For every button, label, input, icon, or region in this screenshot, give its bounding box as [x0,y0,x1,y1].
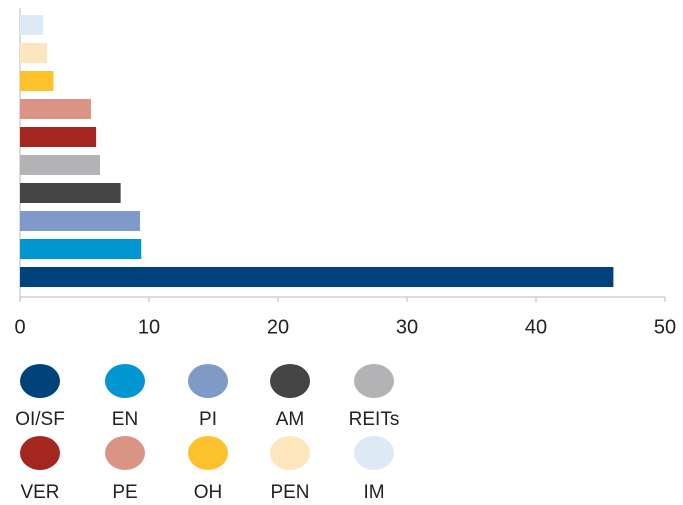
legend-label: PI [199,409,217,430]
bar [20,15,44,35]
legend-label: PEN [270,482,309,503]
legend-swatch [188,364,228,398]
bar [20,43,48,63]
legend-swatch [270,364,310,398]
bar [20,99,91,119]
legend-swatch [105,436,145,470]
bar [20,127,97,147]
legend-swatch [354,364,394,398]
legend-label: AM [276,409,305,430]
legend-swatch [20,364,60,398]
legend-label: IM [363,482,384,503]
x-tick-label: 40 [525,316,547,338]
legend-swatch [270,436,310,470]
legend-label: OI/SF [15,409,65,430]
legend-label: PE [112,482,137,503]
legend-swatch [105,364,145,398]
legend-label: OH [194,482,223,503]
x-tick-label: 20 [267,316,289,338]
legend-label: REITs [349,409,400,430]
x-tick-label: 50 [654,316,676,338]
legend-label: EN [112,409,138,430]
bar [20,239,142,259]
legend-label: VER [20,482,59,503]
bar [20,155,100,175]
x-tick-label: 30 [396,316,418,338]
bar [20,183,121,203]
legend-swatch [20,436,60,470]
bar [20,211,140,231]
x-tick-label: 0 [14,316,25,338]
legend-swatch [188,436,228,470]
x-tick-label: 10 [138,316,160,338]
legend-swatch [354,436,394,470]
bar [20,71,54,91]
bar [20,267,614,287]
